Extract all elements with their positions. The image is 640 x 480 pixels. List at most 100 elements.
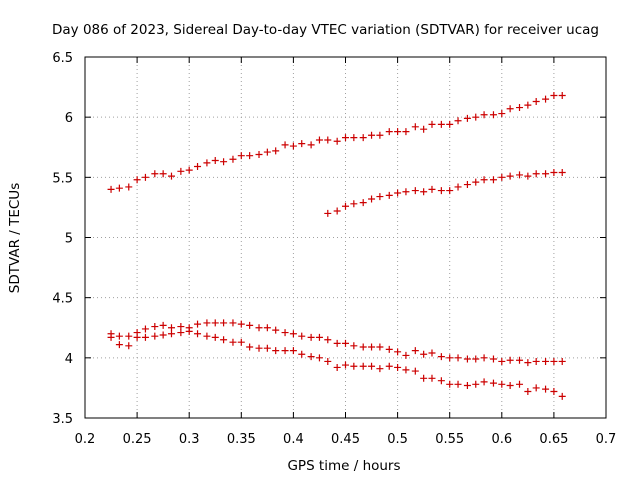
x-tick-label: 0.6 <box>491 432 512 447</box>
x-tick-label: 0.3 <box>179 432 200 447</box>
data-point-lower-a <box>115 332 123 340</box>
data-point-upper <box>203 159 211 167</box>
data-point-lower-b <box>324 357 332 365</box>
x-tick-label: 0.4 <box>283 432 304 447</box>
data-point-lower-a <box>498 357 506 365</box>
data-point-lower-a <box>506 356 514 364</box>
data-point-middle <box>446 187 454 195</box>
data-point-lower-b <box>255 344 263 352</box>
data-point-middle <box>542 170 550 178</box>
data-point-lower-a <box>315 333 323 341</box>
data-point-lower-b <box>446 380 454 388</box>
data-point-lower-b <box>394 363 402 371</box>
data-point-upper <box>167 172 175 180</box>
data-point-lower-b <box>437 377 445 385</box>
data-point-upper <box>394 128 402 136</box>
x-tick-label: 0.35 <box>227 432 256 447</box>
data-point-lower-a <box>558 357 566 365</box>
data-point-lower-b <box>107 333 115 341</box>
data-point-lower-a <box>237 320 245 328</box>
y-tick-label: 6 <box>65 111 73 126</box>
x-tick-label: 0.45 <box>331 432 360 447</box>
plot-frame <box>84 56 607 419</box>
data-point-lower-b <box>550 388 558 396</box>
x-tick-label: 0.65 <box>539 432 568 447</box>
data-point-upper <box>472 113 480 121</box>
data-point-middle <box>498 173 506 181</box>
data-point-middle <box>558 169 566 177</box>
data-point-lower-b <box>420 374 428 382</box>
data-point-lower-a <box>402 351 410 359</box>
data-point-upper <box>454 117 462 125</box>
data-point-lower-b <box>402 366 410 374</box>
data-point-lower-b <box>133 333 141 341</box>
data-point-lower-b <box>480 378 488 386</box>
data-point-lower-a <box>542 357 550 365</box>
data-points <box>107 92 566 400</box>
data-point-lower-a <box>394 348 402 356</box>
data-point-lower-b <box>376 365 384 373</box>
data-point-middle <box>411 187 419 195</box>
data-point-upper <box>402 128 410 136</box>
data-point-lower-a <box>480 354 488 362</box>
data-point-upper <box>524 101 532 109</box>
data-point-upper <box>220 158 228 166</box>
data-point-lower-a <box>446 354 454 362</box>
data-point-lower-a <box>350 342 358 350</box>
data-point-middle <box>402 188 410 196</box>
y-tick-labels: 3.5 4 4.5 5 5.5 6 6.5 <box>52 51 73 427</box>
data-point-lower-b <box>151 332 159 340</box>
data-point-lower-a <box>151 323 159 331</box>
data-point-lower-b <box>307 353 315 361</box>
data-point-middle <box>368 195 376 203</box>
data-point-upper <box>281 141 289 149</box>
data-point-upper <box>263 148 271 156</box>
data-point-lower-b <box>141 333 149 341</box>
data-point-lower-b <box>506 382 514 390</box>
data-point-lower-a <box>437 353 445 361</box>
data-point-lower-b <box>411 367 419 375</box>
data-point-lower-a <box>333 339 341 347</box>
data-point-upper <box>480 111 488 119</box>
data-point-lower-b <box>428 374 436 382</box>
data-point-lower-b <box>298 350 306 358</box>
data-point-middle <box>333 207 341 215</box>
data-point-upper <box>159 170 167 178</box>
data-point-upper <box>151 170 159 178</box>
data-point-middle <box>532 170 540 178</box>
data-point-lower-b <box>203 332 211 340</box>
data-point-lower-a <box>516 356 524 364</box>
data-point-upper <box>550 92 558 100</box>
data-point-lower-a <box>298 332 306 340</box>
data-point-lower-a <box>463 355 471 363</box>
data-point-upper <box>324 136 332 144</box>
data-point-upper <box>411 123 419 131</box>
data-point-lower-a <box>420 350 428 358</box>
y-tick-label: 4.5 <box>52 292 73 307</box>
data-point-upper <box>446 120 454 128</box>
data-point-lower-a <box>489 355 497 363</box>
data-point-middle <box>394 189 402 197</box>
x-tick-label: 0.25 <box>123 432 152 447</box>
data-point-upper <box>532 98 540 106</box>
data-point-lower-a <box>159 321 167 329</box>
data-point-lower-b <box>532 384 540 392</box>
data-point-lower-b <box>558 392 566 400</box>
data-point-lower-b <box>229 338 237 346</box>
data-point-upper <box>246 152 254 160</box>
data-point-middle <box>428 185 436 193</box>
data-point-lower-a <box>203 319 211 327</box>
data-point-lower-b <box>350 362 358 370</box>
data-point-upper <box>359 134 367 142</box>
data-point-upper <box>333 137 341 145</box>
data-point-lower-a <box>385 345 393 353</box>
data-point-upper <box>307 141 315 149</box>
data-point-upper <box>185 166 193 174</box>
data-point-upper <box>194 163 202 171</box>
data-point-middle <box>350 200 358 208</box>
data-point-middle <box>480 176 488 184</box>
data-point-upper <box>516 104 524 112</box>
data-point-lower-a <box>289 330 297 338</box>
data-point-lower-b <box>115 341 123 349</box>
